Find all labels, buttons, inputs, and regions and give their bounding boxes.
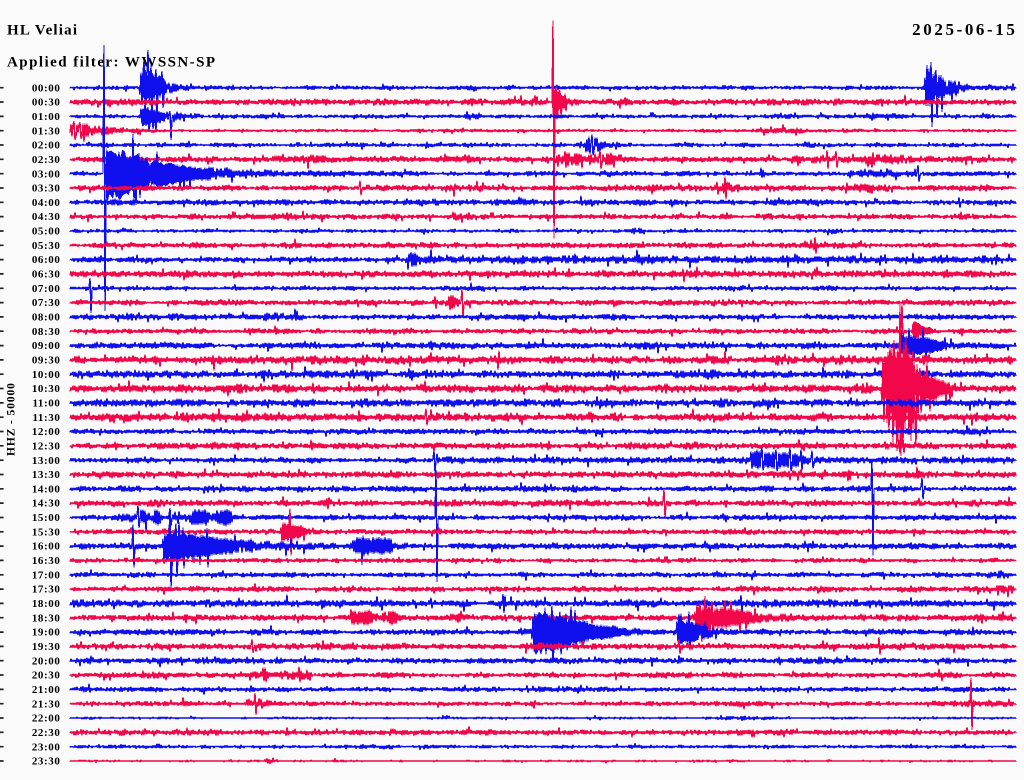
svg-text:20:00: 20:00 bbox=[32, 655, 61, 667]
svg-text:17:00: 17:00 bbox=[32, 569, 61, 581]
svg-text:08:30: 08:30 bbox=[32, 326, 61, 338]
svg-text:06:00: 06:00 bbox=[32, 254, 61, 266]
svg-text:05:30: 05:30 bbox=[32, 240, 61, 252]
svg-text:01:00: 01:00 bbox=[32, 111, 61, 123]
svg-text:11:30: 11:30 bbox=[32, 412, 60, 424]
svg-text:01:30: 01:30 bbox=[32, 125, 61, 137]
svg-text:18:30: 18:30 bbox=[32, 612, 61, 624]
svg-text:Applied filter: WWSSN-SP: Applied filter: WWSSN-SP bbox=[7, 55, 217, 71]
svg-text:00:30: 00:30 bbox=[32, 97, 61, 109]
svg-text:21:00: 21:00 bbox=[32, 684, 61, 696]
svg-text:15:00: 15:00 bbox=[32, 512, 61, 524]
svg-text:10:30: 10:30 bbox=[32, 383, 61, 395]
svg-text:22:00: 22:00 bbox=[32, 713, 61, 725]
svg-text:HHZ - 50000: HHZ - 50000 bbox=[6, 382, 18, 456]
svg-text:02:30: 02:30 bbox=[32, 154, 61, 166]
svg-text:12:30: 12:30 bbox=[32, 440, 61, 452]
svg-text:16:30: 16:30 bbox=[32, 555, 61, 567]
svg-text:08:00: 08:00 bbox=[32, 312, 61, 324]
svg-text:11:00: 11:00 bbox=[32, 398, 60, 410]
svg-text:20:30: 20:30 bbox=[32, 670, 61, 682]
svg-text:19:30: 19:30 bbox=[32, 641, 61, 653]
svg-text:00:00: 00:00 bbox=[32, 82, 61, 94]
svg-text:06:30: 06:30 bbox=[32, 269, 61, 281]
svg-text:05:00: 05:00 bbox=[32, 226, 61, 238]
svg-text:2025-06-15: 2025-06-15 bbox=[912, 20, 1017, 39]
svg-text:13:00: 13:00 bbox=[32, 455, 61, 467]
svg-text:10:00: 10:00 bbox=[32, 369, 61, 381]
svg-text:22:30: 22:30 bbox=[32, 727, 61, 739]
svg-text:16:00: 16:00 bbox=[32, 541, 61, 553]
svg-text:23:30: 23:30 bbox=[32, 756, 61, 768]
svg-text:07:30: 07:30 bbox=[32, 297, 61, 309]
svg-text:19:00: 19:00 bbox=[32, 627, 61, 639]
svg-text:14:30: 14:30 bbox=[32, 498, 61, 510]
svg-text:04:30: 04:30 bbox=[32, 211, 61, 223]
svg-text:HL Veliai: HL Veliai bbox=[7, 23, 78, 39]
svg-text:03:30: 03:30 bbox=[32, 183, 61, 195]
svg-text:07:00: 07:00 bbox=[32, 283, 61, 295]
svg-text:02:00: 02:00 bbox=[32, 140, 61, 152]
svg-text:04:00: 04:00 bbox=[32, 197, 61, 209]
svg-text:13:30: 13:30 bbox=[32, 469, 61, 481]
svg-text:09:00: 09:00 bbox=[32, 340, 61, 352]
svg-text:14:00: 14:00 bbox=[32, 483, 61, 495]
svg-text:23:00: 23:00 bbox=[32, 741, 61, 753]
svg-text:09:30: 09:30 bbox=[32, 355, 61, 367]
svg-text:12:00: 12:00 bbox=[32, 426, 61, 438]
svg-text:15:30: 15:30 bbox=[32, 526, 61, 538]
svg-text:18:00: 18:00 bbox=[32, 598, 61, 610]
svg-text:03:00: 03:00 bbox=[32, 168, 61, 180]
svg-text:21:30: 21:30 bbox=[32, 698, 61, 710]
svg-text:17:30: 17:30 bbox=[32, 584, 61, 596]
